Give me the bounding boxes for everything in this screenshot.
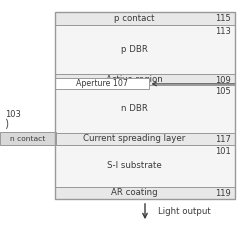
Text: n DBR: n DBR bbox=[121, 104, 148, 114]
Text: 105: 105 bbox=[216, 87, 231, 96]
Bar bbox=[55, 133, 235, 145]
Text: Current spreading layer: Current spreading layer bbox=[83, 134, 185, 143]
Text: 115: 115 bbox=[216, 14, 231, 23]
Text: Aperture 107: Aperture 107 bbox=[76, 79, 128, 88]
Bar bbox=[55, 74, 235, 85]
Text: 117: 117 bbox=[215, 135, 231, 144]
Bar bbox=[55, 187, 235, 199]
Bar bbox=[55, 25, 235, 74]
Bar bbox=[55, 85, 235, 133]
Bar bbox=[0, 132, 56, 145]
Text: 119: 119 bbox=[216, 189, 231, 198]
Bar bbox=[55, 12, 235, 199]
Text: Light output: Light output bbox=[158, 207, 210, 216]
Text: 113: 113 bbox=[215, 27, 231, 35]
Text: AR coating: AR coating bbox=[111, 188, 158, 197]
Bar bbox=[55, 12, 235, 25]
Bar bbox=[55, 78, 148, 89]
Text: S-I substrate: S-I substrate bbox=[107, 161, 162, 170]
Text: 103: 103 bbox=[5, 110, 21, 119]
Text: p DBR: p DBR bbox=[121, 45, 148, 54]
Text: p contact: p contact bbox=[114, 14, 154, 23]
Text: 101: 101 bbox=[216, 147, 231, 156]
Text: 109: 109 bbox=[216, 76, 231, 85]
Text: n contact: n contact bbox=[10, 136, 46, 141]
Text: Active region: Active region bbox=[106, 75, 162, 84]
Bar bbox=[55, 145, 235, 187]
